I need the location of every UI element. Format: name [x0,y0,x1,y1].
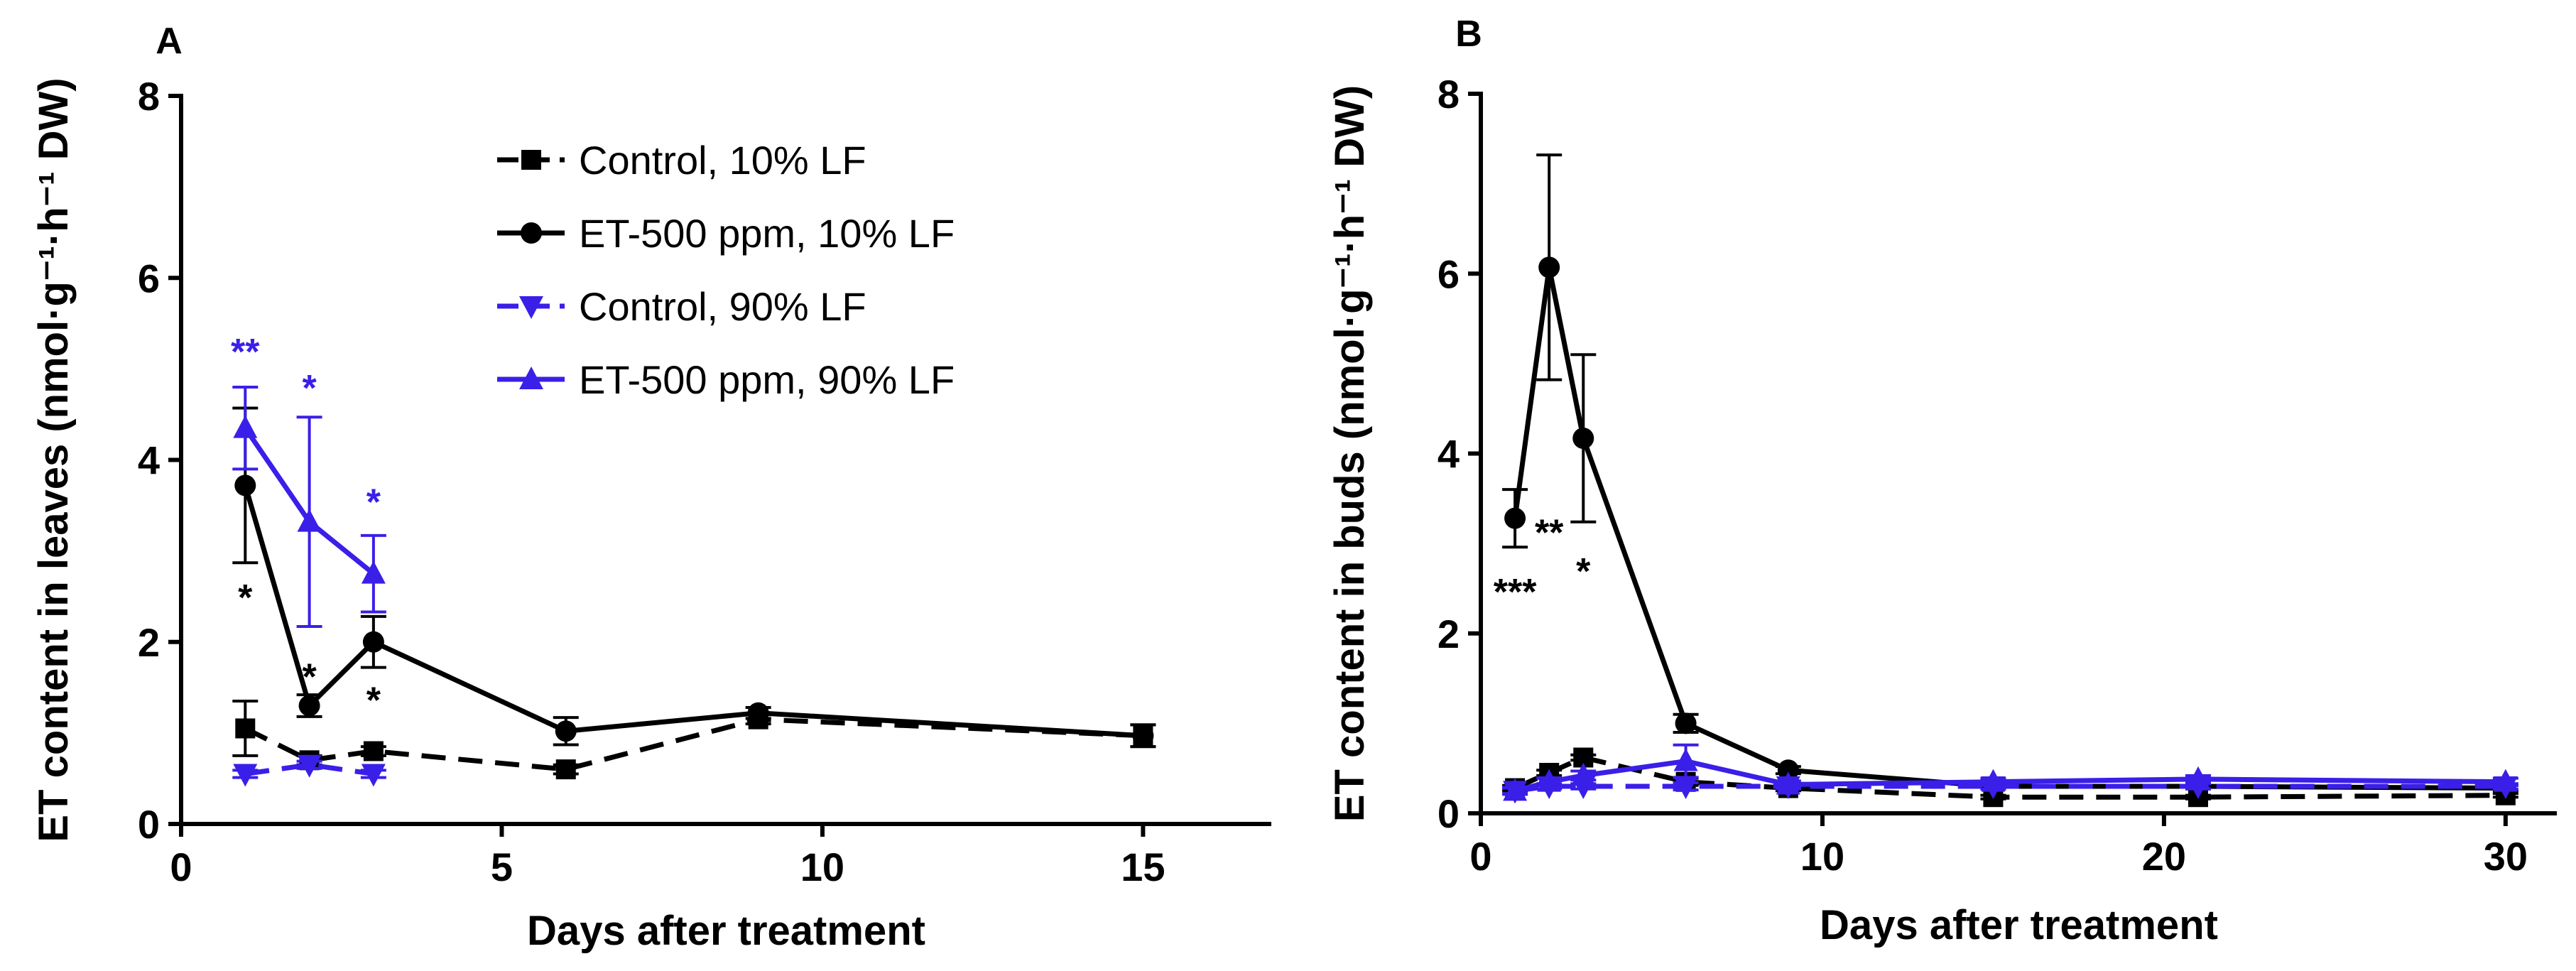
panel-b-series-1-point [1675,712,1697,734]
panel-b-significance-mark: * [1576,551,1591,592]
panel-a-significance-mark: * [366,680,381,722]
panel-a-x-tick-label: 0 [170,845,192,889]
panel-b-series-1-point [1504,507,1526,529]
panel-b-series-1-line [1512,264,2506,791]
panel-a-legend-swatch-marker [521,222,542,244]
panel-a-legend-label: Control, 10% LF [579,138,866,183]
panel-a-legend-swatch-marker [519,367,543,389]
panel-b-series-1-point [1538,256,1560,278]
panel-a-series-0-point [235,718,256,739]
panel-b-y-tick-label: 0 [1438,791,1460,836]
panel-b-y-tick-label: 6 [1438,251,1460,296]
panel-a-series-3-point [233,415,258,438]
panel-b-series-3-point [2493,769,2518,792]
panel-a-x-tick-label: 10 [800,845,844,889]
panel-a-y-tick-label: 2 [138,620,160,665]
panel-a-series-1-line [242,484,1143,739]
panel-b-y-tick-label: 8 [1438,72,1460,116]
panel-b-y-tick-label: 2 [1438,612,1460,656]
panel-a-series-0-point [363,741,384,761]
panel-a-letter: A [156,21,183,62]
panel-a-series-1-point [747,702,769,724]
panel-b-x-tick-label: 30 [2484,834,2528,879]
panel-b-series-3-point [1537,769,1562,792]
panel-b-y-axis-label: ET content in buds (nmol·g⁻¹·h⁻¹ DW) [1327,85,1373,822]
panel-a-series-2-line [244,762,374,776]
panel-a-series-0-point [555,759,576,780]
panel-a-legend-label: ET-500 ppm, 90% LF [579,357,955,402]
panel-a-legend-swatch-marker [521,150,541,170]
panel-a-legend-label: Control, 90% LF [579,284,866,329]
panel-a-significance-mark: * [366,482,381,523]
panel-b-series-3-point [2186,766,2210,789]
panel-a-x-tick-label: 5 [491,845,513,889]
panel-a-series-3-point [297,509,322,532]
panel-b-chart: B 0 2 4 6 8 0 10 20 30 Days after treatment ET cont… [1327,13,2557,948]
panel-a-series-1-point [1132,725,1154,747]
panel-b-series-3-point [1673,748,1698,771]
panel-a-series-1-point [555,720,577,742]
panel-a-y-tick-label: 4 [138,438,160,483]
panel-a-y-tick-label: 0 [138,802,160,847]
panel-a-y-tick-label: 8 [138,74,160,119]
panel-a-significance-mark: * [302,656,317,698]
panel-b-series-3-point [1776,771,1800,795]
panel-b-series-2-point [1673,776,1698,800]
panel-a-legend-swatch-marker [519,296,543,319]
panel-b-x-tick-label: 10 [1800,834,1844,879]
panel-b-x-tick-label: 20 [2142,834,2186,879]
panel-b-series-3-point [1503,778,1528,801]
panel-a-series-3-point [361,560,386,584]
panel-b-series-1-point [1777,759,1799,781]
panel-b-series-1-point [1572,427,1594,449]
panel-a-x-tick-label: 15 [1121,845,1165,889]
panel-b-significance-mark: *** [1494,572,1537,613]
panel-a-y-axis-label: ET content in leaves (nmol·g⁻¹·h⁻¹ DW) [31,77,77,842]
panel-a-series-1-point [362,631,384,653]
panel-b-y-tick-label: 4 [1438,432,1460,477]
panel-a-significance-mark: ** [231,332,260,373]
panel-a-series-1-point [298,695,320,717]
panel-a-y-tick-label: 6 [138,256,160,300]
panel-a-series-1-point [234,474,256,497]
panel-a-legend-label: ET-500 ppm, 10% LF [579,211,955,256]
panel-a-series-2-point [361,764,386,787]
panel-a-chart: A 0 2 4 6 8 0 5 10 15 Days after treatment ET conte… [31,21,1271,954]
panel-a-series-2-point [233,764,258,787]
panel-a-x-axis-label: Days after treatment [527,908,925,954]
panel-a-significance-mark: * [238,577,253,619]
panel-b-series-3-point [1571,762,1596,786]
panel-a-significance-mark: * [302,368,317,409]
panel-a-series-2-point [297,754,322,778]
panel-b-x-axis-label: Days after treatment [1820,902,2218,948]
panel-b-significance-mark: ** [1535,513,1564,554]
panel-b-series-3-point [1981,769,2006,792]
panel-b-x-tick-label: 0 [1469,834,1491,879]
panel-b-letter: B [1455,13,1482,55]
